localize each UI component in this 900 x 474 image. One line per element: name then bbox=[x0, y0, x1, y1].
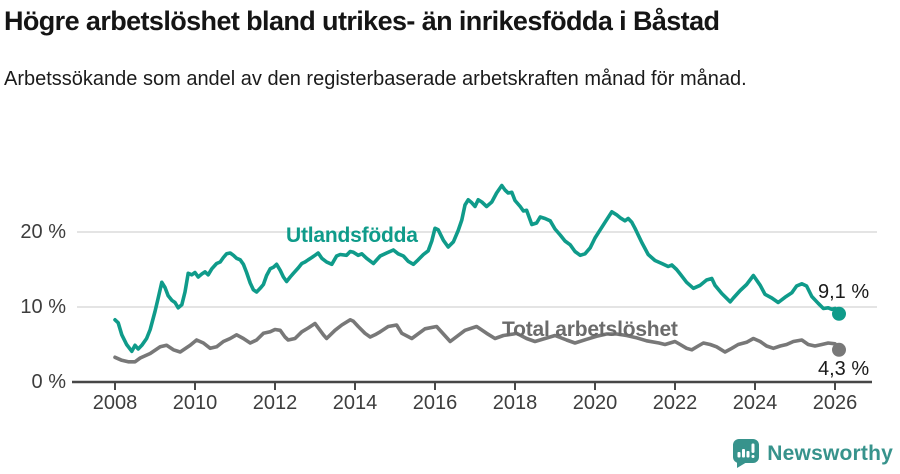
y-axis-label: 20 % bbox=[20, 221, 66, 243]
chart-title: Högre arbetslöshet bland utrikes- än inr… bbox=[4, 6, 720, 36]
x-axis-label: 2016 bbox=[412, 392, 458, 414]
y-axis-labels: 0 % 10 % 20 % bbox=[0, 0, 66, 474]
x-axis-label: 2024 bbox=[732, 392, 778, 414]
x-axis-label: 2026 bbox=[812, 392, 858, 414]
x-axis-label: 2008 bbox=[92, 392, 138, 414]
x-axis-label: 2020 bbox=[572, 392, 618, 414]
y-axis-label: 10 % bbox=[20, 296, 66, 318]
series-label-total-arbetsloshet: Total arbetslöshet bbox=[502, 318, 678, 341]
y-axis-label: 0 % bbox=[31, 371, 66, 393]
end-value-total-arbetsloshet: 4,3 % bbox=[818, 358, 870, 380]
chart-subtitle: Arbetssökande som andel av den registerb… bbox=[4, 68, 747, 90]
x-axis-label: 2014 bbox=[332, 392, 378, 414]
newsworthy-logo-text: Newsworthy bbox=[767, 441, 893, 465]
end-value-utlandsfodda: 9,1 % bbox=[818, 281, 870, 303]
x-axis-label: 2010 bbox=[172, 392, 218, 414]
x-axis-label: 2018 bbox=[492, 392, 538, 414]
x-axis-label: 2012 bbox=[252, 392, 298, 414]
x-axis-labels: 2008 2010 2012 2014 2016 2018 2020 2022 2024 2026 bbox=[0, 392, 900, 418]
x-axis-label: 2022 bbox=[652, 392, 698, 414]
newsworthy-logo: Newsworthy bbox=[733, 439, 893, 468]
newsworthy-logo-icon bbox=[733, 439, 760, 468]
series-label-utlandsfodda: Utlandsfödda bbox=[286, 224, 418, 247]
